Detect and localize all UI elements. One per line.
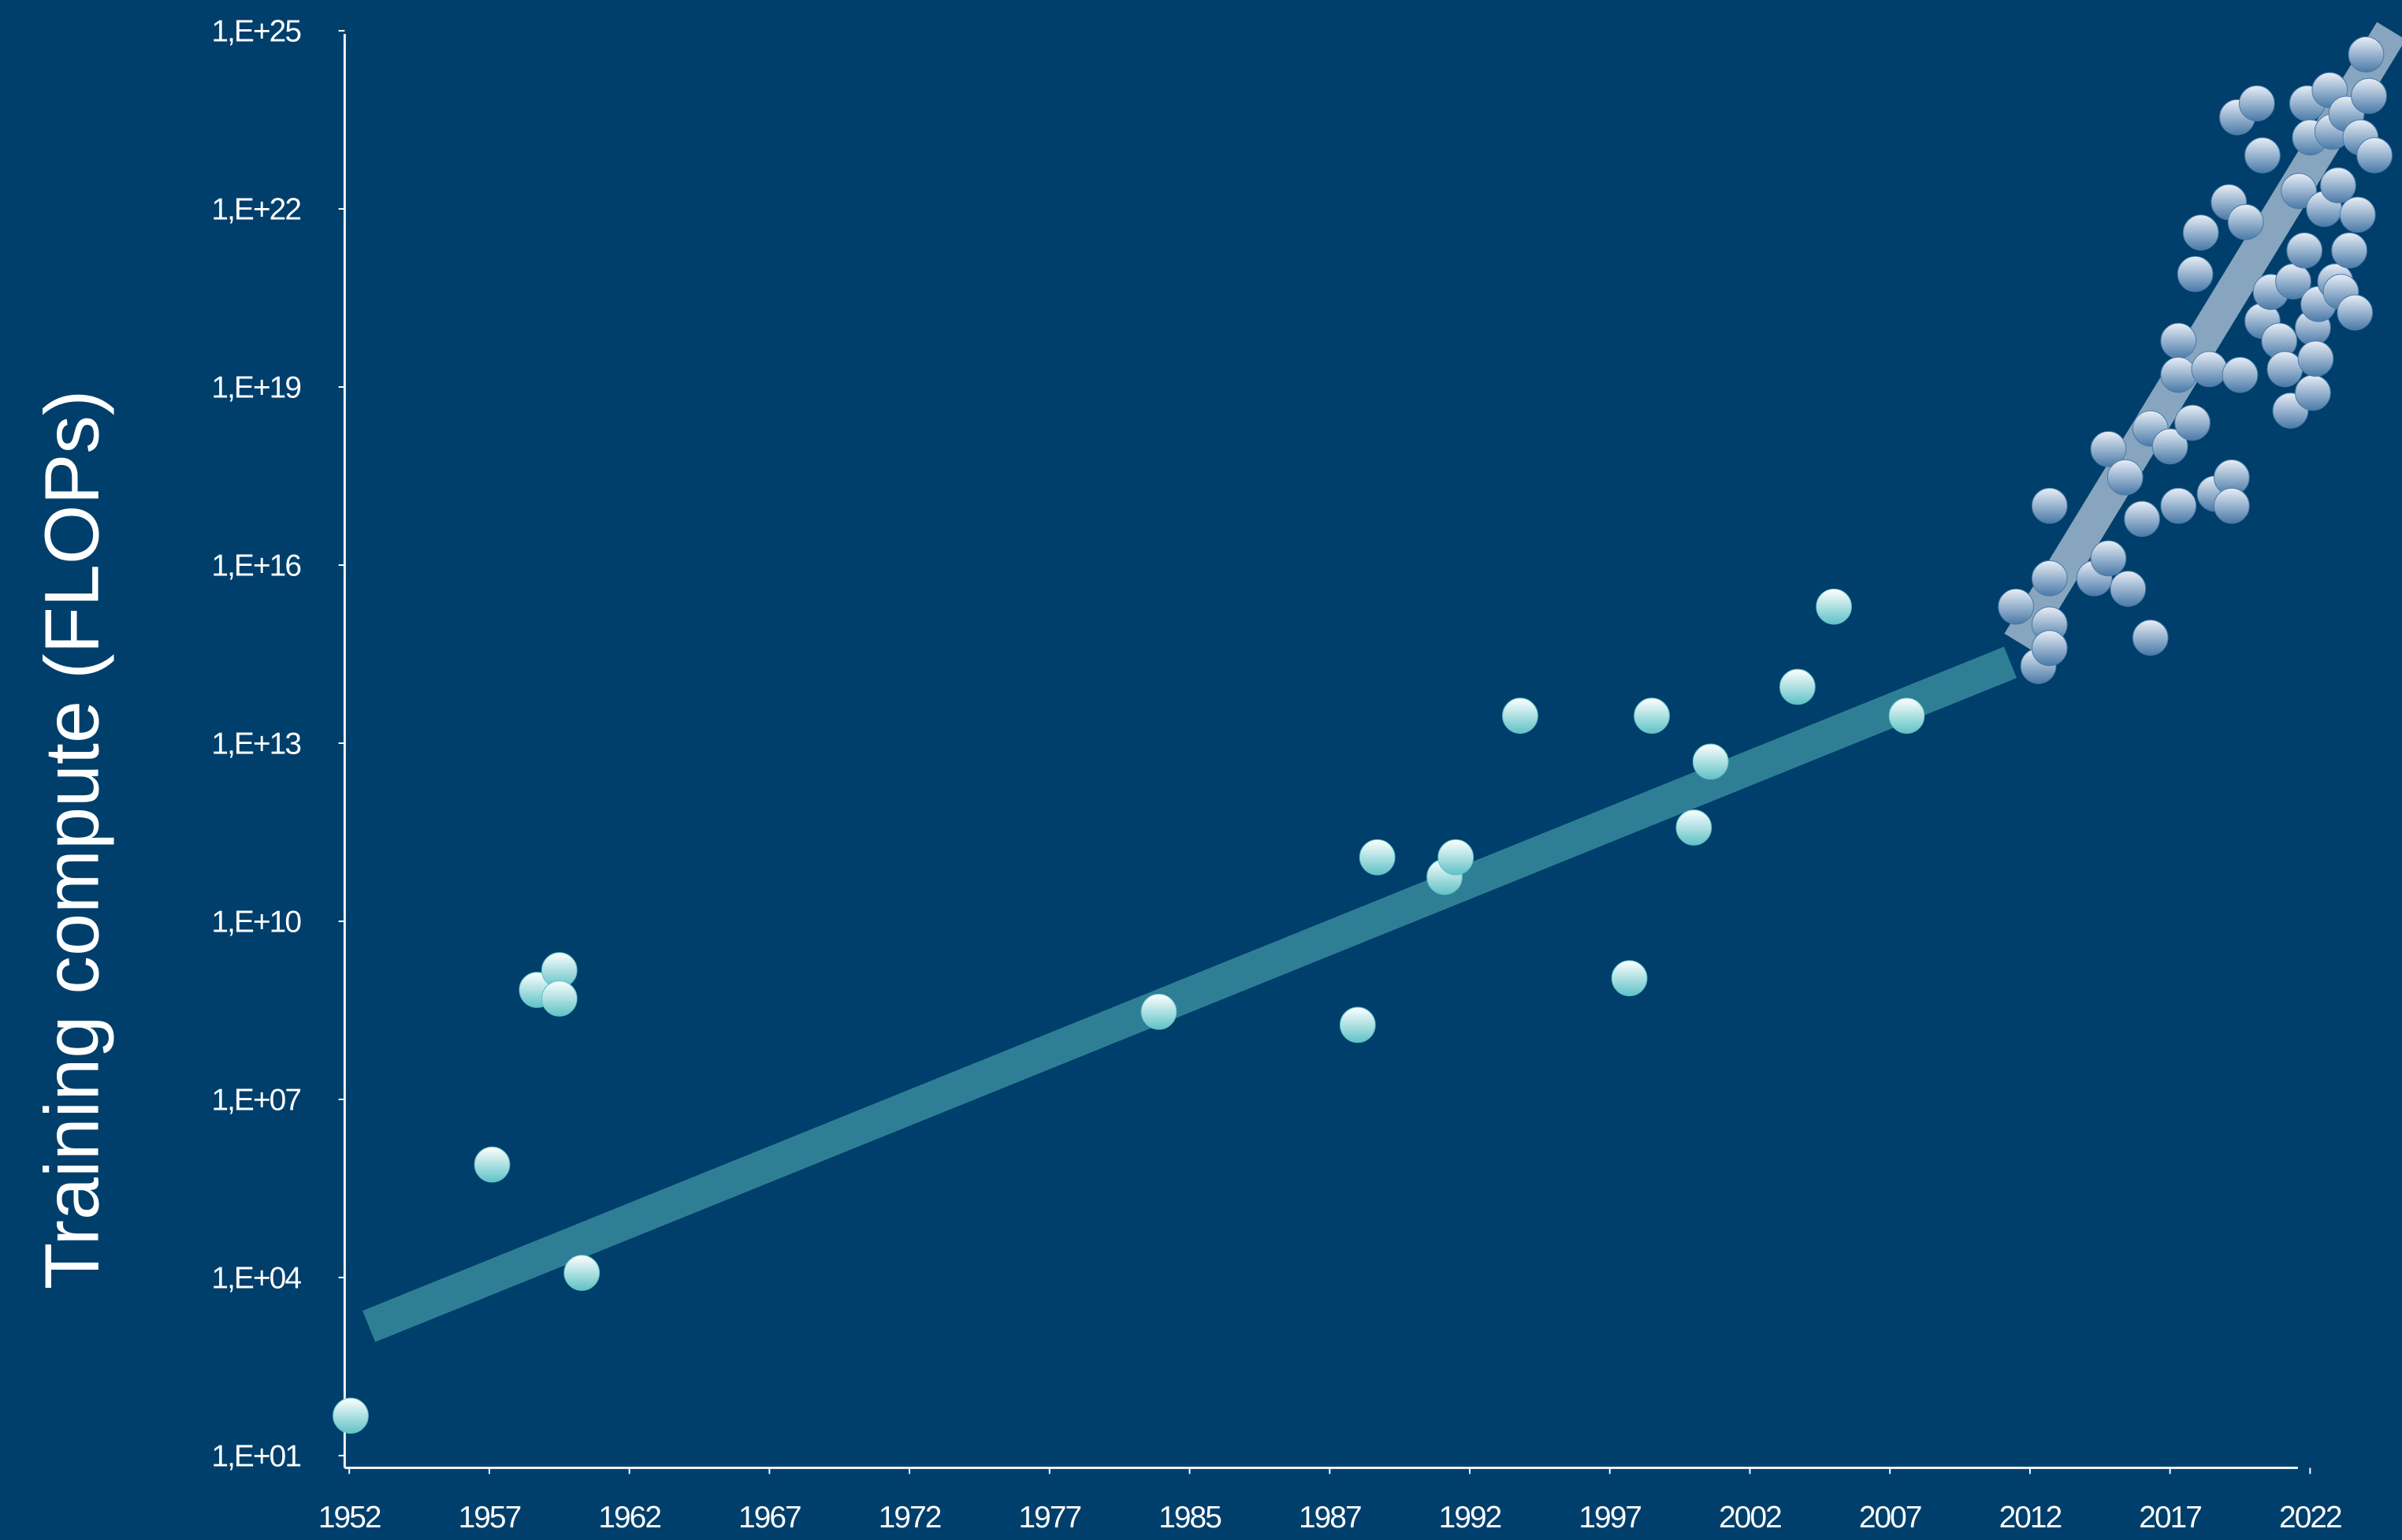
data-point [2320, 167, 2356, 203]
data-point [2110, 571, 2147, 607]
data-point [2238, 85, 2275, 121]
data-point [2191, 351, 2228, 388]
x-tick-label: 2017 [2139, 1501, 2201, 1534]
y-tick-label: 1,E+04 [211, 1262, 301, 1296]
data-point [1611, 960, 1648, 997]
x-tick-label: 1972 [879, 1501, 941, 1534]
data-point [1998, 588, 2034, 625]
data-point [1634, 697, 1670, 734]
data-point [2214, 487, 2250, 524]
data-point [2356, 137, 2393, 173]
data-point [1692, 743, 1729, 780]
data-point [2182, 214, 2219, 251]
data-point [1888, 697, 1925, 734]
y-tick-label: 1,E+10 [211, 906, 301, 939]
data-point [2281, 173, 2317, 210]
x-tick-label: 2002 [1719, 1501, 1781, 1534]
x-tick-label: 1957 [459, 1501, 521, 1534]
data-point [2348, 36, 2385, 73]
x-tick-label: 2022 [2279, 1501, 2341, 1534]
x-tick-label: 1985 [1158, 1501, 1221, 1534]
data-point [1675, 809, 1712, 846]
data-point [1437, 839, 1474, 876]
data-point [2297, 340, 2334, 377]
data-point [2031, 487, 2068, 524]
data-point [1816, 588, 1852, 625]
y-tick-label: 1,E+25 [211, 15, 300, 49]
x-tick-label: 1992 [1439, 1501, 1501, 1534]
data-point [2244, 137, 2281, 173]
data-point [2090, 540, 2127, 577]
x-tick-label: 2007 [1859, 1501, 1921, 1534]
data-point [2160, 487, 2197, 524]
data-point [2339, 196, 2376, 233]
data-point [2331, 232, 2367, 269]
data-point [2132, 619, 2169, 656]
data-point [2031, 630, 2068, 667]
data-point [333, 1397, 369, 1434]
data-point [1779, 668, 1816, 705]
y-tick-label: 1,E+16 [211, 549, 300, 583]
data-point [2177, 255, 2214, 292]
y-tick-label: 1,E+07 [211, 1084, 300, 1118]
data-point [2266, 351, 2303, 388]
y-axis-label: Training compute (FLOPs) [28, 390, 114, 1289]
x-tick-label: 1977 [1018, 1501, 1080, 1534]
data-point [2151, 428, 2188, 465]
data-point [2295, 374, 2331, 411]
x-tick-label: 1967 [738, 1501, 801, 1534]
data-point [1140, 993, 1177, 1030]
trend-line [363, 646, 2017, 1342]
data-point [1502, 697, 1538, 734]
x-tick-label: 2012 [1999, 1501, 2062, 1534]
x-tick-label: 1952 [318, 1501, 381, 1534]
x-tick-label: 1962 [598, 1501, 660, 1534]
data-point [2031, 560, 2068, 597]
data-point [2174, 404, 2211, 441]
data-point [2286, 232, 2323, 269]
data-point [2160, 322, 2197, 359]
y-tick-label: 1,E+13 [211, 727, 300, 761]
data-point [2106, 459, 2144, 496]
data-point [2090, 430, 2127, 467]
y-tick-label: 1,E+01 [211, 1439, 300, 1473]
data-point [1359, 839, 1396, 876]
data-point [2227, 203, 2264, 240]
data-point [2351, 77, 2387, 114]
data-point [541, 980, 578, 1017]
data-point [563, 1255, 600, 1291]
data-point [1339, 1006, 1376, 1043]
x-tick-label: 1987 [1299, 1501, 1361, 1534]
data-point [2160, 356, 2197, 393]
data-point [474, 1146, 511, 1183]
y-tick-label: 1,E+22 [211, 193, 300, 227]
x-tick-label: 1997 [1578, 1501, 1641, 1534]
data-point [2222, 356, 2259, 393]
data-point [2337, 294, 2374, 331]
y-tick-label: 1,E+19 [211, 371, 300, 405]
data-point [2124, 500, 2160, 538]
